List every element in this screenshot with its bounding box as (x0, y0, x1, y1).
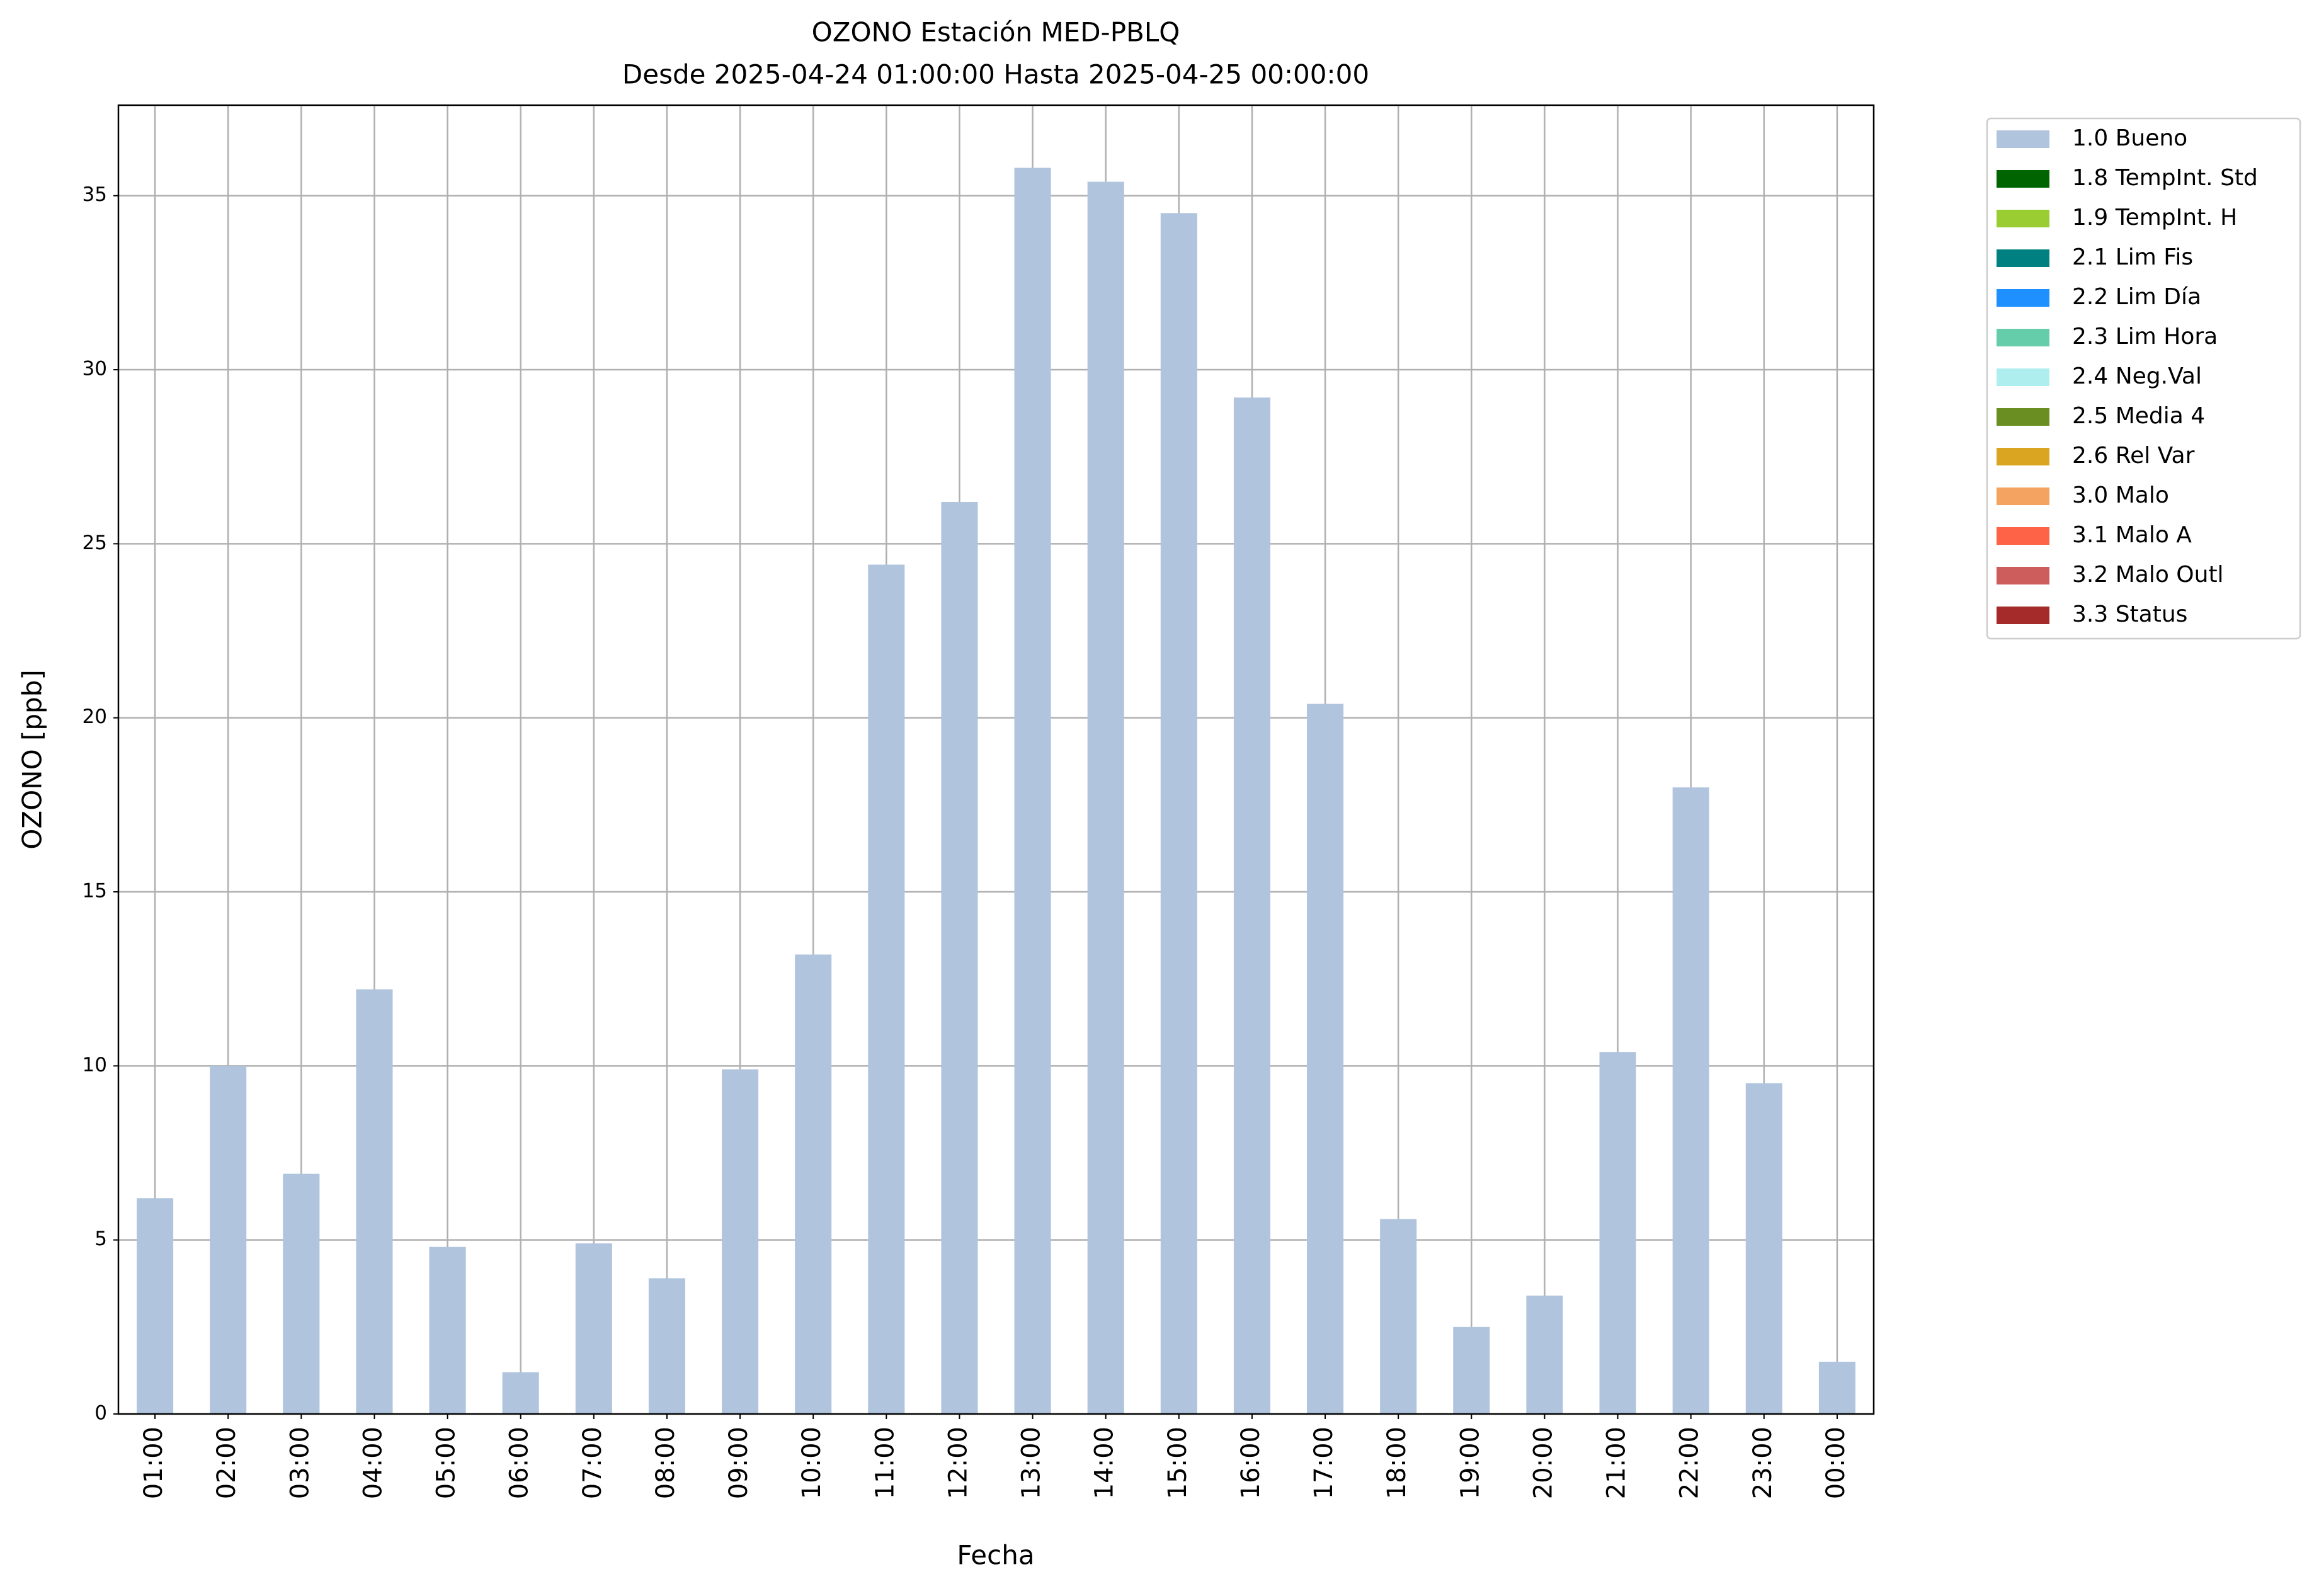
x-tick-label: 09:00 (724, 1427, 753, 1499)
legend-label: 3.1 Malo A (2072, 522, 2192, 548)
bar (1233, 397, 1270, 1414)
bar (1307, 704, 1344, 1414)
legend-label: 1.9 TempInt. H (2072, 205, 2237, 231)
x-tick-label: 14:00 (1090, 1427, 1119, 1499)
bar (502, 1372, 539, 1414)
bar (1014, 168, 1051, 1414)
x-tick-label: 20:00 (1529, 1427, 1558, 1499)
x-tick-label: 07:00 (578, 1427, 607, 1499)
x-tick-label: 13:00 (1017, 1427, 1046, 1499)
y-tick-label: 10 (83, 1054, 107, 1076)
x-tick-label: 23:00 (1748, 1427, 1777, 1499)
bar (1599, 1052, 1636, 1414)
chart-subtitle: Desde 2025-04-24 01:00:00 Hasta 2025-04-… (622, 59, 1369, 90)
legend-label: 2.4 Neg.Val (2072, 363, 2202, 389)
bars (137, 168, 1855, 1415)
bar (1380, 1219, 1417, 1414)
y-tick-label: 25 (83, 532, 107, 554)
y-tick-label: 35 (83, 183, 107, 206)
y-tick-label: 5 (94, 1228, 107, 1250)
x-tick-label: 06:00 (505, 1427, 534, 1499)
x-tick-label: 00:00 (1821, 1427, 1850, 1499)
x-tick-label: 18:00 (1382, 1427, 1411, 1499)
x-tick-label: 01:00 (139, 1427, 168, 1499)
legend-label: 3.0 Malo (2072, 482, 2169, 508)
y-axis-label: OZONO [ppb] (17, 670, 48, 849)
x-tick-label: 04:00 (358, 1427, 387, 1499)
x-tick-label: 16:00 (1236, 1427, 1265, 1499)
x-tick-label: 19:00 (1456, 1427, 1484, 1499)
legend-swatch (1997, 210, 2049, 227)
plot-frame (117, 104, 1875, 1415)
legend-items: 1.0 Bueno 1.8 TempInt. Std 1.9 TempInt. H 2… (1997, 125, 2258, 627)
x-tick-label: 11:00 (870, 1427, 899, 1499)
legend-label: 3.3 Status (2072, 601, 2187, 627)
legend-label: 1.0 Bueno (2072, 125, 2187, 151)
bar (795, 954, 832, 1414)
chart-title: OZONO Estación MED-PBLQ (812, 17, 1180, 48)
y-tick-label: 30 (83, 358, 107, 380)
y-tick-label: 0 (94, 1402, 107, 1425)
bar (283, 1173, 320, 1414)
legend-label: 2.5 Media 4 (2072, 403, 2205, 429)
x-tick-label: 08:00 (651, 1427, 680, 1499)
legend-swatch (1997, 408, 2049, 426)
bar (1745, 1083, 1782, 1414)
legend (1986, 117, 2301, 640)
x-axis-label: Fecha (957, 1540, 1034, 1571)
x-tick-label: 12:00 (943, 1427, 972, 1499)
bar (356, 989, 393, 1414)
legend-label: 2.3 Lim Hora (2072, 324, 2218, 350)
ticks: 0 5 10 15 20 25 30 35 01:00 02:00 03:00 04:00 05:00 0… (83, 183, 1850, 1499)
bar (722, 1069, 759, 1414)
bar (137, 1198, 174, 1414)
bar (941, 502, 978, 1414)
legend-swatch (1997, 448, 2049, 465)
bar (1672, 787, 1709, 1414)
legend-label: 1.8 TempInt. Std (2072, 165, 2258, 191)
legend-swatch (1997, 607, 2049, 624)
legend-swatch (1997, 249, 2049, 267)
bar (1160, 213, 1197, 1414)
legend-swatch (1997, 527, 2049, 545)
x-tick-label: 17:00 (1309, 1427, 1338, 1499)
x-tick-label: 15:00 (1163, 1427, 1192, 1499)
legend-swatch (1997, 567, 2049, 584)
bar (868, 564, 905, 1414)
bar (648, 1278, 685, 1414)
legend-swatch (1997, 170, 2049, 188)
legend-label: 3.2 Malo Outl (2072, 562, 2224, 588)
legend-swatch (1997, 368, 2049, 386)
legend-label: 2.2 Lim Día (2072, 284, 2201, 310)
x-tick-label: 03:00 (285, 1427, 314, 1499)
bar (429, 1246, 466, 1414)
legend-label: 2.1 Lim Fis (2072, 244, 2193, 270)
legend-label: 2.6 Rel Var (2072, 443, 2195, 469)
bar (1526, 1296, 1563, 1414)
x-tick-label: 21:00 (1602, 1427, 1631, 1499)
bar (210, 1066, 247, 1414)
legend-swatch (1997, 329, 2049, 346)
x-tick-label: 05:00 (432, 1427, 461, 1499)
legend-swatch (1997, 487, 2049, 505)
x-tick-label: 22:00 (1675, 1427, 1704, 1499)
legend-swatch (1997, 130, 2049, 148)
y-tick-label: 20 (83, 705, 107, 728)
bar (1087, 181, 1124, 1415)
bar (1453, 1326, 1490, 1414)
y-tick-label: 15 (83, 880, 107, 903)
x-tick-label: 10:00 (797, 1427, 826, 1499)
x-tick-label: 02:00 (212, 1427, 241, 1499)
bar (1818, 1362, 1855, 1414)
legend-swatch (1997, 289, 2049, 307)
bar (575, 1243, 612, 1414)
